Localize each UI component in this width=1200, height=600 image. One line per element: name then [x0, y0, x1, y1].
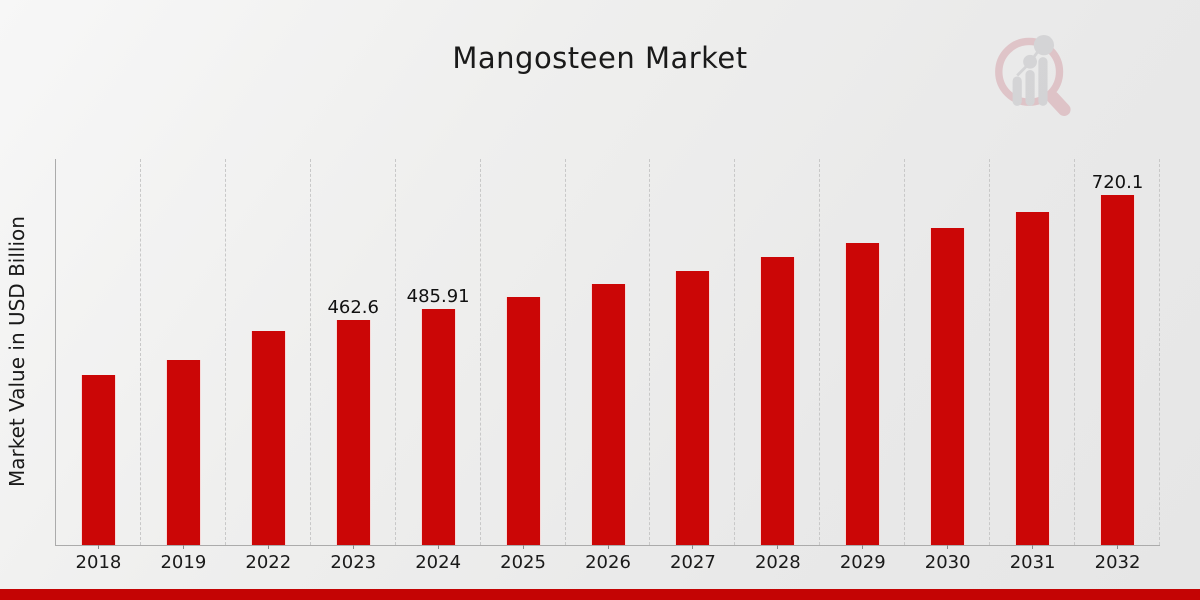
- x-axis-tick: [1032, 545, 1034, 549]
- x-axis-tick: [267, 545, 269, 549]
- bar-2027: [675, 271, 711, 545]
- bar-2018: [80, 375, 116, 545]
- magnifier-handle: [1046, 91, 1071, 116]
- x-axis-tick: [692, 545, 694, 549]
- bar-value-label: 485.91: [406, 286, 470, 307]
- bar-2030: [930, 228, 966, 545]
- gridline: [1074, 159, 1076, 545]
- gridline: [734, 159, 736, 545]
- gridline: [819, 159, 821, 545]
- bar-value-label: 720.1: [1091, 172, 1144, 193]
- x-axis-tick: [352, 545, 354, 549]
- trend-line-icon: [1016, 48, 1041, 77]
- x-tick-label-2022: 2022: [245, 552, 292, 573]
- x-axis-tick: [862, 545, 864, 549]
- gridline: [479, 159, 481, 545]
- gridline: [1159, 159, 1160, 545]
- bar-2024: [420, 309, 456, 545]
- x-tick-label-2030: 2030: [924, 552, 971, 573]
- x-tick-label-2025: 2025: [500, 552, 546, 573]
- x-tick-label-2027: 2027: [670, 552, 716, 573]
- gridline: [139, 159, 141, 545]
- bar-2019: [165, 360, 201, 545]
- bar-2032: [1100, 195, 1136, 545]
- x-tick-label-2018: 2018: [75, 552, 122, 573]
- growth-bars-icon: [1012, 35, 1054, 106]
- bar-2026: [590, 284, 626, 545]
- x-axis-tick: [777, 545, 779, 549]
- plot-area: 2018 2019 2022 462.6 2023 485.91 2024 2025 2026 2…: [55, 159, 1160, 573]
- bar-2022: [250, 331, 286, 545]
- bottom-accent-stripe: [0, 589, 1200, 600]
- bar-2029: [845, 243, 881, 545]
- magnifier-icon: [995, 37, 1071, 116]
- magnifier-lens: [995, 37, 1064, 106]
- x-tick-label-2031: 2031: [1009, 552, 1056, 573]
- x-axis-tick: [522, 545, 524, 549]
- gridline: [649, 159, 651, 545]
- bar-2023: [335, 320, 371, 545]
- bar-value-label: 462.6: [327, 297, 379, 318]
- gridline: [224, 159, 226, 545]
- x-tick-label-2019: 2019: [160, 552, 207, 573]
- x-tick-label-2026: 2026: [585, 552, 631, 573]
- x-axis-tick: [437, 545, 439, 549]
- y-axis-label: Market Value in USD Billion: [5, 216, 29, 488]
- x-axis-tick: [947, 545, 949, 549]
- gridline: [904, 159, 906, 545]
- chart-title: Mangosteen Market: [452, 41, 748, 75]
- bar-2028: [760, 257, 796, 545]
- gridline: [564, 159, 566, 545]
- watermark-logo: [995, 35, 1071, 116]
- x-tick-label-2024: 2024: [415, 552, 462, 573]
- bar-2031: [1015, 212, 1051, 545]
- bar-2025: [505, 297, 541, 545]
- x-tick-label-2028: 2028: [754, 552, 801, 573]
- x-tick-label-2023: 2023: [330, 552, 377, 573]
- gridline: [309, 159, 311, 545]
- x-axis-tick: [1117, 545, 1119, 549]
- x-tick-label-2032: 2032: [1094, 552, 1141, 573]
- gridline: [989, 159, 991, 545]
- gridline: [394, 159, 396, 545]
- x-tick-label-2029: 2029: [839, 552, 886, 573]
- x-axis-tick: [97, 545, 99, 549]
- x-axis-tick: [607, 545, 609, 549]
- x-axis-tick: [182, 545, 184, 549]
